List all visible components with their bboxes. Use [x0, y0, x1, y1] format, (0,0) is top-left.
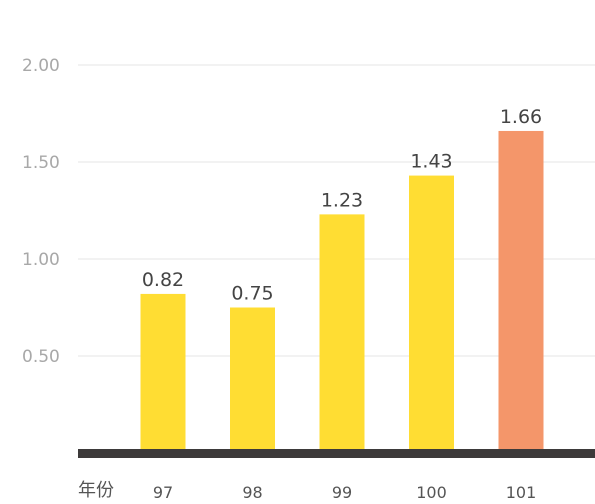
value-label: 0.82	[142, 269, 184, 291]
category-label: 101	[506, 483, 537, 502]
value-label: 1.43	[410, 151, 452, 173]
y-tick-label: 2.00	[22, 56, 60, 76]
x-axis-label: 年份	[78, 480, 114, 501]
y-tick-label: 1.00	[22, 250, 60, 270]
value-label: 0.75	[231, 283, 273, 305]
y-tick-label: 1.50	[22, 153, 60, 173]
category-label: 98	[242, 483, 262, 502]
bar-98	[230, 307, 275, 453]
y-tick-label: 0.50	[22, 347, 60, 367]
bar-97	[140, 293, 186, 453]
bar-100	[409, 175, 454, 453]
bar-99	[319, 214, 365, 453]
value-label: 1.23	[321, 189, 363, 211]
x-axis-baseline	[78, 449, 595, 458]
category-label: 97	[153, 483, 173, 502]
value-label: 1.66	[500, 106, 542, 128]
category-label: 99	[332, 483, 352, 502]
category-label: 100	[416, 483, 447, 502]
bar-101	[498, 130, 544, 453]
